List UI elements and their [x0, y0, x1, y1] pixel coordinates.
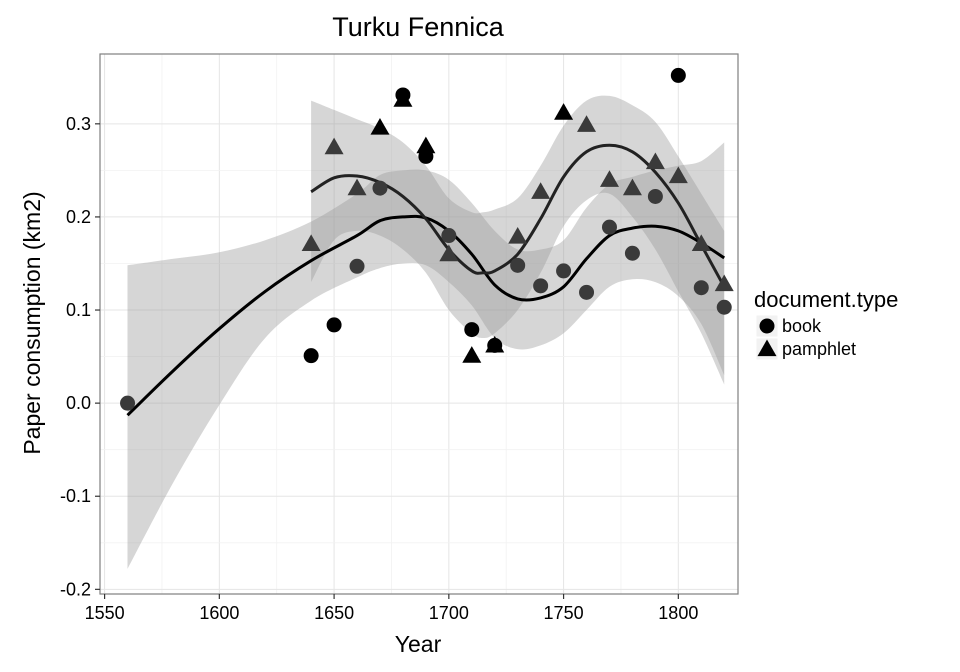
point-pamphlet: [462, 346, 482, 363]
y-axis: -0.2 -0.1 0.0 0.1 0.2 0.3: [60, 114, 100, 599]
point-book: [601, 219, 617, 235]
legend-symbol-book: [759, 318, 775, 334]
legend-item-book: book: [755, 314, 822, 338]
point-book: [303, 348, 319, 364]
x-tick-label: 1750: [544, 603, 584, 623]
point-book: [510, 257, 526, 273]
point-pamphlet: [301, 234, 321, 252]
legend-label: pamphlet: [782, 339, 856, 359]
panel-background: [100, 54, 738, 594]
x-tick-label: 1550: [85, 603, 125, 623]
point-book: [464, 322, 480, 338]
x-tick-label: 1700: [429, 603, 469, 623]
point-book: [693, 280, 709, 296]
chart-title: Turku Fennica: [332, 12, 505, 42]
panel-border: [99, 53, 739, 595]
point-pamphlet: [554, 103, 574, 120]
x-axis: 1550 1600 1650 1700 1750 1800: [85, 594, 698, 623]
point-pamphlet: [668, 166, 688, 184]
legend: document.type book pamphlet: [754, 287, 898, 361]
y-tick-label: 0.3: [66, 114, 91, 134]
point-book: [372, 180, 388, 196]
data-points: [120, 67, 734, 411]
y-tick-label: 0.1: [66, 300, 91, 320]
point-pamphlet: [577, 115, 597, 132]
point-pamphlet: [393, 90, 413, 107]
legend-title: document.type: [754, 287, 898, 312]
point-pamphlet: [347, 178, 367, 196]
legend-items: book pamphlet: [755, 314, 856, 361]
point-book: [326, 317, 342, 333]
point-pamphlet: [416, 136, 436, 154]
point-book: [716, 299, 732, 315]
point-book: [624, 245, 640, 261]
point-pamphlet: [599, 170, 619, 187]
point-pamphlet: [622, 178, 642, 196]
point-book: [349, 258, 365, 274]
x-tick-label: 1800: [658, 603, 698, 623]
point-pamphlet: [508, 226, 528, 244]
point-pamphlet: [714, 274, 734, 292]
legend-symbol-pamphlet: [757, 339, 777, 357]
y-tick-label: -0.1: [60, 486, 91, 506]
y-axis-label: Paper consumption (km2): [19, 191, 45, 454]
x-axis-label: Year: [395, 631, 442, 657]
y-tick-label: -0.2: [60, 579, 91, 599]
legend-item-pamphlet: pamphlet: [755, 337, 856, 361]
y-tick-label: 0.0: [66, 393, 91, 413]
point-book: [670, 67, 686, 83]
point-book: [441, 228, 457, 244]
point-book: [647, 188, 663, 204]
point-pamphlet: [645, 152, 665, 170]
x-tick-label: 1600: [199, 603, 239, 623]
x-tick-label: 1650: [314, 603, 354, 623]
smooth-line-book: [126, 214, 726, 417]
y-tick-label: 0.2: [66, 207, 91, 227]
point-pamphlet: [324, 137, 344, 155]
point-book: [579, 284, 595, 300]
grid: [100, 54, 738, 594]
point-pamphlet: [531, 182, 551, 199]
point-pamphlet: [691, 234, 711, 252]
point-pamphlet: [370, 118, 390, 135]
point-book: [533, 278, 549, 294]
plot-area: [99, 53, 739, 595]
point-pamphlet: [439, 244, 459, 262]
legend-label: book: [782, 316, 822, 336]
ribbon-book: [127, 142, 725, 569]
point-pamphlet: [485, 335, 505, 353]
point-book: [120, 395, 136, 411]
point-book: [556, 263, 572, 279]
